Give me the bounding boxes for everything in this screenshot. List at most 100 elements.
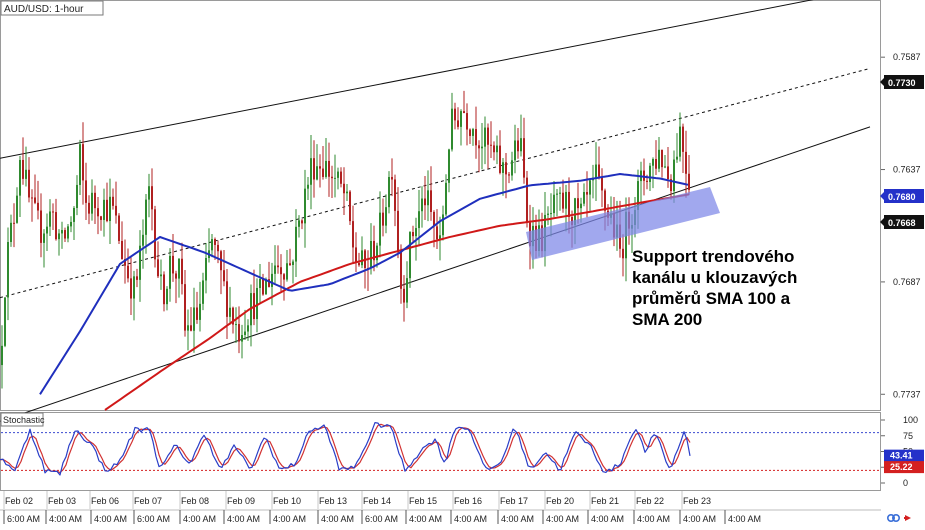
candle bbox=[421, 186, 423, 228]
candle-body bbox=[520, 138, 522, 152]
time-label: 4:00 AM bbox=[546, 514, 579, 524]
candle bbox=[142, 219, 144, 269]
candle-body bbox=[106, 199, 108, 222]
candle-body bbox=[4, 297, 6, 346]
candle bbox=[211, 234, 213, 258]
candle-body bbox=[181, 258, 183, 285]
time-label: 6:00 AM bbox=[137, 514, 170, 524]
candle bbox=[175, 270, 177, 304]
candle-body bbox=[124, 259, 126, 266]
candle bbox=[205, 242, 207, 294]
candle-body bbox=[58, 233, 60, 240]
candle bbox=[490, 121, 492, 159]
date-label: Feb 20 bbox=[546, 496, 574, 506]
candle bbox=[601, 168, 603, 208]
candle-body bbox=[304, 188, 306, 224]
candle-body bbox=[178, 258, 180, 279]
candle bbox=[460, 109, 462, 146]
candle-body bbox=[643, 170, 645, 181]
candle bbox=[244, 309, 246, 341]
candle-body bbox=[109, 196, 111, 222]
candle-body bbox=[484, 127, 486, 147]
date-label: Feb 23 bbox=[683, 496, 711, 506]
candle bbox=[448, 148, 450, 193]
candle bbox=[61, 221, 63, 249]
candle bbox=[145, 194, 147, 254]
candle-body bbox=[505, 162, 507, 175]
candle-body bbox=[25, 169, 27, 179]
candle-body bbox=[46, 226, 48, 234]
candle-body bbox=[580, 203, 582, 209]
candle-body bbox=[523, 138, 525, 178]
moving-averages bbox=[39, 173, 690, 411]
candle-body bbox=[478, 145, 480, 149]
time-label: 4:00 AM bbox=[227, 514, 260, 524]
candle-body bbox=[274, 265, 276, 274]
date-label: Feb 15 bbox=[409, 496, 437, 506]
candle bbox=[136, 268, 138, 288]
candle-body bbox=[568, 191, 570, 217]
candle bbox=[301, 219, 303, 230]
candle-body bbox=[328, 160, 330, 177]
candle-body bbox=[127, 265, 129, 279]
time-label: 6:00 AM bbox=[7, 514, 40, 524]
candle-body bbox=[229, 307, 231, 317]
time-label: 4:00 AM bbox=[683, 514, 716, 524]
candle-body bbox=[352, 221, 354, 248]
candle bbox=[688, 154, 690, 196]
candle-body bbox=[196, 307, 198, 320]
candle bbox=[400, 244, 402, 304]
candle bbox=[454, 102, 456, 130]
candle bbox=[196, 291, 198, 324]
candle-body bbox=[118, 215, 120, 241]
candle bbox=[352, 205, 354, 263]
candle bbox=[523, 117, 525, 184]
candle-body bbox=[31, 197, 33, 199]
trend-channel bbox=[0, 0, 871, 422]
candle bbox=[100, 215, 102, 231]
candle-body bbox=[415, 228, 417, 237]
candle bbox=[343, 167, 345, 215]
candle-body bbox=[16, 195, 18, 223]
candle-body bbox=[73, 207, 75, 222]
candle-body bbox=[115, 205, 117, 216]
candle bbox=[76, 175, 78, 216]
candle-body bbox=[547, 213, 549, 215]
candle bbox=[559, 186, 561, 211]
candle bbox=[553, 180, 555, 218]
candle-body bbox=[256, 288, 258, 320]
candle bbox=[73, 206, 75, 241]
date-axis: Feb 02 Feb 03 Feb 06 Feb 07 Feb 08 Feb 09 Feb … bbox=[3, 491, 761, 524]
candle bbox=[319, 154, 321, 188]
price-tick-label: 0.7637 bbox=[893, 165, 921, 175]
candle-body bbox=[121, 240, 123, 260]
candle bbox=[439, 216, 441, 261]
candle bbox=[427, 170, 429, 222]
candle-body bbox=[649, 165, 651, 182]
candle-body bbox=[460, 111, 462, 127]
candle-body bbox=[550, 213, 552, 215]
candle-body bbox=[664, 166, 666, 168]
stoch-tag-label: 25.22 bbox=[890, 462, 913, 472]
candle-body bbox=[94, 192, 96, 209]
date-label: Feb 08 bbox=[181, 496, 209, 506]
arrow-right-icon[interactable] bbox=[904, 515, 911, 521]
candle-body bbox=[589, 180, 591, 195]
stochastic-title: Stochastic bbox=[3, 415, 45, 425]
time-label: 4:00 AM bbox=[321, 514, 354, 524]
candle-body bbox=[100, 216, 102, 220]
candle bbox=[139, 230, 141, 302]
candle bbox=[259, 264, 261, 304]
date-label: Feb 14 bbox=[363, 496, 391, 506]
candle-body bbox=[595, 164, 597, 178]
date-label: Feb 06 bbox=[91, 496, 119, 506]
candle-body bbox=[670, 179, 672, 192]
candle bbox=[316, 144, 318, 181]
link-icon[interactable] bbox=[886, 513, 901, 523]
candle bbox=[7, 227, 9, 321]
support-highlight bbox=[526, 187, 720, 260]
price-tag-label: 0.7730 bbox=[888, 78, 916, 88]
candle-body bbox=[211, 239, 213, 251]
candle-body bbox=[517, 140, 519, 152]
candle-body bbox=[604, 190, 606, 211]
